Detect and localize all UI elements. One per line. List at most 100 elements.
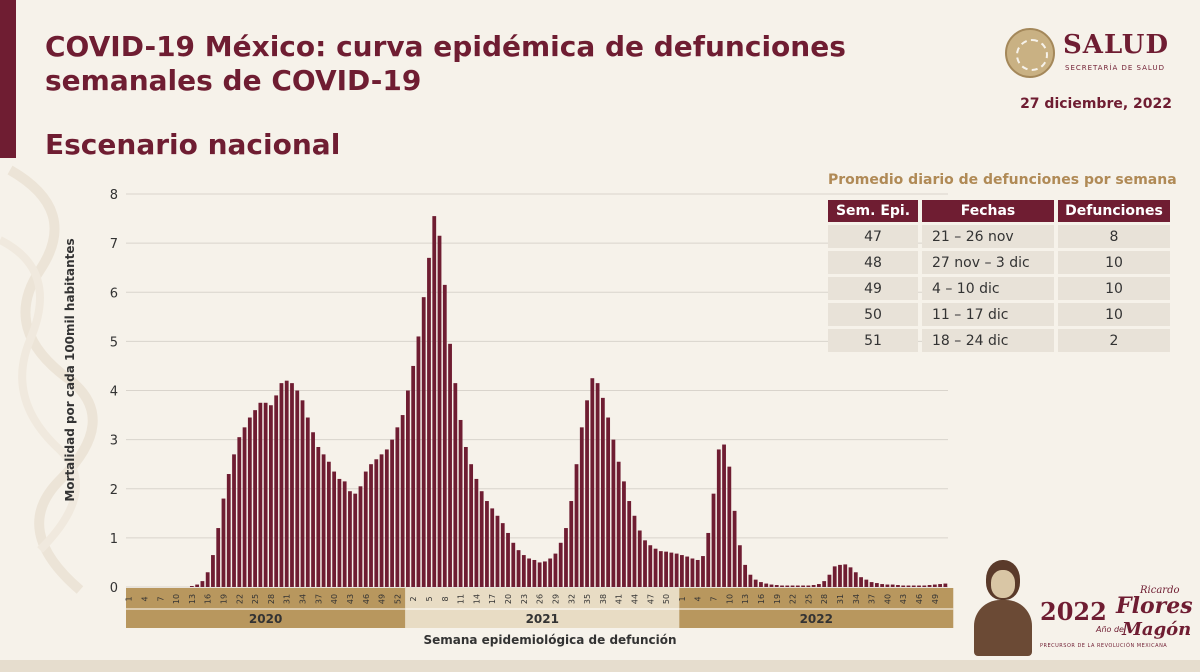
bar [263,402,268,587]
bar [358,486,363,587]
bar [247,417,252,587]
logo-subtitle: SECRETARÍA DE SALUD [1065,64,1165,72]
year-label: 2021 [526,612,559,626]
bar [669,552,674,587]
x-tick-label: 49 [378,594,387,604]
bar [390,439,394,587]
x-tick-label: 41 [615,594,624,604]
bar [600,397,605,587]
bar [453,383,458,587]
x-tick-label: 20 [504,594,513,604]
bar [590,378,595,587]
cell-deaths: 10 [1058,251,1170,274]
x-tick-label: 28 [820,594,829,604]
bar [827,574,832,587]
bar [269,405,273,587]
bar [432,216,437,587]
page-title: COVID-19 México: curva epidémica de defu… [45,30,846,97]
x-tick-label: 4 [694,596,703,601]
bar [843,564,848,587]
bar [537,562,542,587]
bar [943,583,948,587]
report-date: 27 diciembre, 2022 [1020,96,1172,112]
bar [743,564,748,587]
bar [195,584,200,587]
bar [869,582,874,587]
header-fechas: Fechas [922,200,1054,222]
bar [801,585,805,587]
bar [527,558,531,587]
year-band [126,588,406,628]
bar [764,583,769,587]
bar [838,564,842,587]
cell-dates: 4 – 10 dic [922,277,1054,300]
y-tick-label: 5 [110,335,118,350]
bar [369,464,373,587]
bar [711,493,716,587]
bar [232,454,236,587]
x-tick-label: 8 [441,596,450,601]
bar [300,400,305,587]
cell-dates: 18 – 24 dic [922,329,1054,352]
bar [316,446,321,587]
x-tick-label: 11 [457,594,466,604]
bar [911,585,916,587]
bar [664,551,668,587]
x-tick-label: 31 [836,594,845,604]
bar [543,561,547,587]
table-row: 49 4 – 10 dic 10 [828,277,1170,300]
table-row: 51 18 – 24 dic 2 [828,329,1170,352]
bar [553,553,558,587]
x-tick-label: 19 [773,594,782,604]
year-logo-name-third: Magón [1122,619,1192,640]
x-tick-label: 50 [662,594,671,604]
x-tick-label: 31 [283,594,292,604]
bar [759,582,763,587]
bar [437,235,442,587]
bar [885,584,890,587]
cell-week: 47 [828,225,918,248]
bar [374,459,379,587]
bar [616,461,621,587]
bar [595,383,600,587]
y-tick-label: 7 [110,237,118,252]
bar [832,566,837,587]
bar [579,427,584,587]
bar [811,585,816,587]
bar [353,493,358,587]
bar [242,427,247,587]
bar [859,577,863,587]
bar [658,551,663,587]
x-tick-label: 43 [346,594,355,604]
y-axis-label: Mortalidad por cada 100mil habitantes [63,238,77,501]
bar [643,540,647,587]
bar [211,555,215,587]
bar [932,584,937,587]
bar [337,478,342,587]
bar [516,550,521,587]
bar [521,555,526,587]
header-sem-epi: Sem. Epi. [828,200,918,222]
table-header-row: Sem. Epi. Fechas Defunciones [828,200,1170,222]
bar [379,454,384,587]
chart-grid [126,193,948,588]
x-tick-label: 44 [630,594,639,604]
bar [890,584,895,587]
table-row: 48 27 nov – 3 dic 10 [828,251,1170,274]
bar [716,449,721,587]
bar [690,558,695,587]
year-logo-name-first: Ricardo [1140,585,1180,596]
bar [495,515,500,587]
bar [785,585,790,587]
x-tick-label: 22 [789,594,798,604]
bar [463,446,468,587]
bar [637,530,642,587]
x-tick-label: 22 [235,594,244,604]
salud-logo: SALUD SECRETARÍA DE SALUD [1005,28,1185,84]
bar [853,572,858,587]
bar [548,558,553,587]
bar [822,581,827,587]
bar [189,586,194,587]
cell-deaths: 2 [1058,329,1170,352]
